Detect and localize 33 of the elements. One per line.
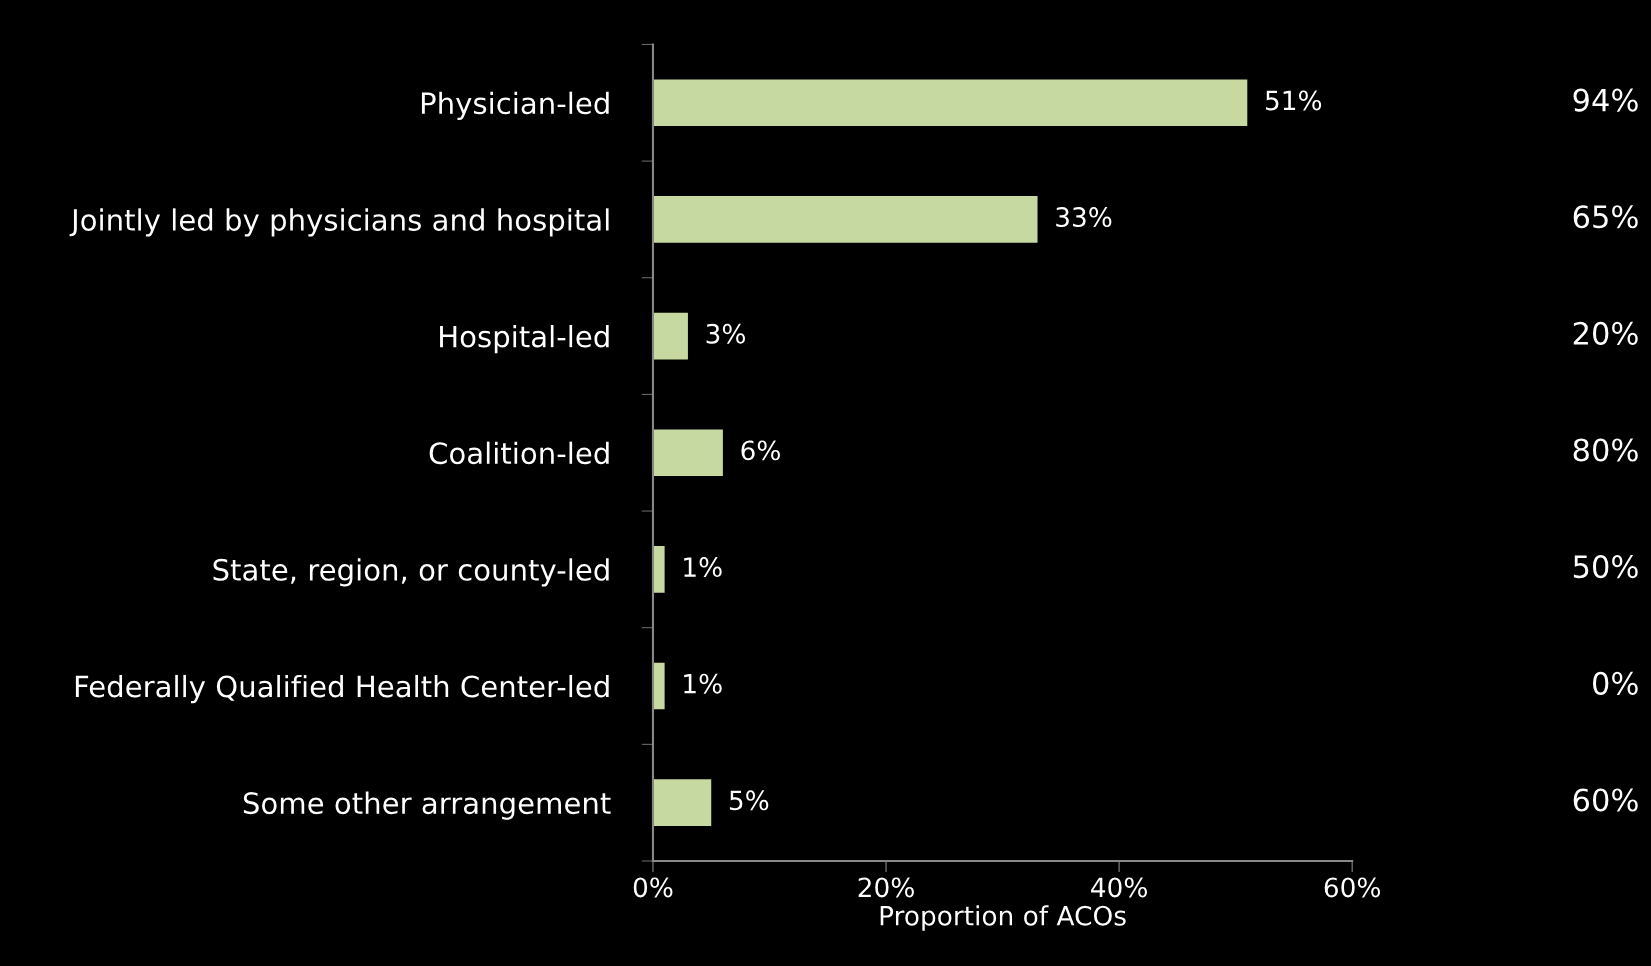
- bar: [652, 546, 665, 593]
- x-tick-label: 60%: [1324, 877, 1381, 898]
- bar: [652, 196, 1038, 243]
- text: 20%: [1573, 321, 1638, 345]
- text: 0%: [1592, 671, 1638, 695]
- bar: [652, 79, 1248, 127]
- data-label: 3%: [706, 323, 745, 344]
- x-tick-label: 40%: [1091, 877, 1147, 898]
- data-label: 51%: [1265, 90, 1322, 111]
- bar: [652, 312, 688, 360]
- text: 94%: [1573, 88, 1638, 112]
- y-tick-label: Federally Qualified Health Center-led: [75, 674, 609, 704]
- text: 80%: [1573, 438, 1638, 462]
- x-axis-title: Proportion of ACOs: [880, 905, 1126, 931]
- data-label: 1%: [684, 557, 722, 578]
- bar: [652, 429, 723, 477]
- text: 50%: [1573, 555, 1638, 579]
- text: 60%: [1573, 788, 1638, 812]
- text: 65%: [1573, 205, 1638, 229]
- y-tick-label: Some other arrangement: [243, 791, 611, 820]
- data-label: 5%: [729, 790, 769, 811]
- bar: [652, 662, 665, 710]
- x-tick-label: 0%: [633, 877, 673, 898]
- y-tick-label: State, region, or county-led: [213, 558, 609, 587]
- x-tick-label: 20%: [858, 877, 914, 898]
- y-tick-label: Jointly led by physicians and hospital: [69, 208, 609, 237]
- y-tick-label: Coalition-led: [429, 441, 609, 465]
- y-tick-label: Physician-led: [421, 91, 609, 120]
- data-label: 1%: [684, 673, 722, 694]
- data-label: 6%: [741, 440, 780, 461]
- bar: [652, 779, 712, 826]
- data-label: 33%: [1056, 207, 1112, 228]
- y-tick-label: Hospital-led: [440, 324, 609, 354]
